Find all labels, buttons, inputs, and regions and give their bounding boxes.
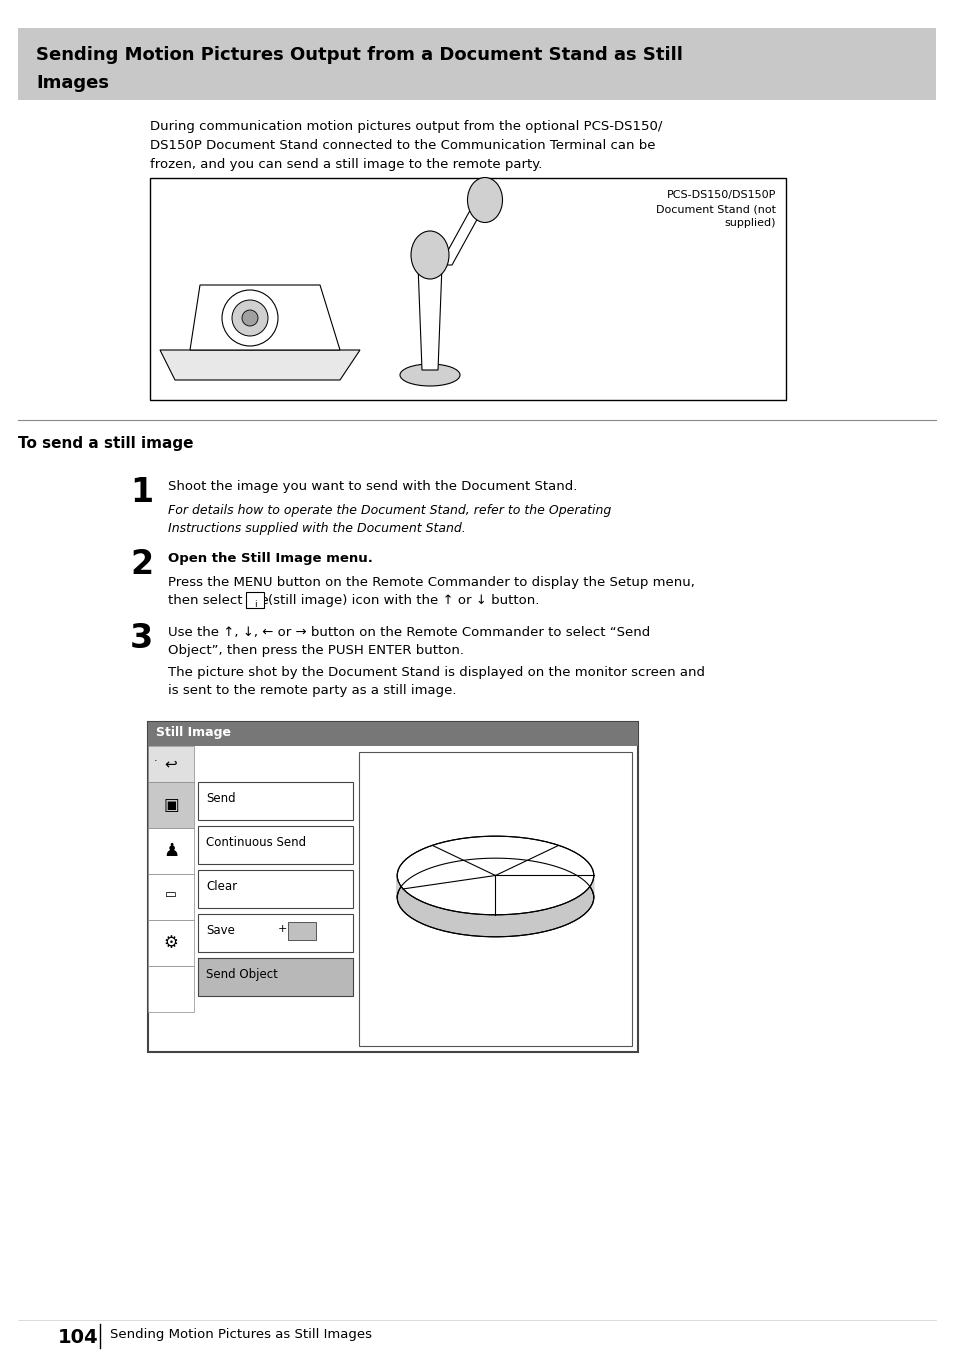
Text: PCS-DS150/DS150P
Document Stand (not
supplied): PCS-DS150/DS150P Document Stand (not sup… bbox=[656, 191, 775, 228]
Circle shape bbox=[242, 310, 257, 326]
Text: Still Image: Still Image bbox=[156, 726, 231, 740]
Text: ⚙: ⚙ bbox=[163, 934, 178, 952]
Ellipse shape bbox=[396, 836, 593, 915]
Text: DS150P Document Stand connected to the Communication Terminal can be: DS150P Document Stand connected to the C… bbox=[150, 139, 655, 151]
Text: ▭: ▭ bbox=[165, 888, 176, 900]
Bar bbox=[288, 922, 315, 940]
Text: Use the ↑, ↓, ← or → button on the Remote Commander to select “Send: Use the ↑, ↓, ← or → button on the Remot… bbox=[168, 626, 650, 639]
Bar bbox=[246, 592, 264, 608]
Text: Clear: Clear bbox=[206, 880, 237, 894]
Bar bbox=[148, 965, 193, 1013]
Bar bbox=[148, 827, 193, 873]
Bar bbox=[18, 28, 935, 100]
Bar bbox=[358, 752, 631, 1046]
Circle shape bbox=[232, 300, 268, 337]
Ellipse shape bbox=[399, 364, 459, 387]
Bar bbox=[148, 722, 638, 746]
Text: Save: Save bbox=[206, 923, 234, 937]
Text: During communication motion pictures output from the optional PCS-DS150/: During communication motion pictures out… bbox=[150, 120, 661, 132]
Ellipse shape bbox=[396, 859, 593, 937]
Text: ·: · bbox=[154, 756, 157, 767]
Text: ▣: ▣ bbox=[163, 796, 178, 814]
Bar bbox=[198, 869, 353, 909]
Text: ♟: ♟ bbox=[163, 842, 179, 860]
Bar bbox=[148, 873, 193, 919]
Bar bbox=[198, 914, 353, 952]
Polygon shape bbox=[417, 265, 441, 370]
Text: Send: Send bbox=[206, 792, 235, 804]
Polygon shape bbox=[396, 836, 593, 898]
Text: Object”, then press the PUSH ENTER button.: Object”, then press the PUSH ENTER butto… bbox=[168, 644, 463, 657]
Polygon shape bbox=[160, 350, 359, 380]
Polygon shape bbox=[190, 285, 339, 350]
Text: Shoot the image you want to send with the Document Stand.: Shoot the image you want to send with th… bbox=[168, 480, 577, 493]
Text: Images: Images bbox=[36, 74, 109, 92]
Text: Sending Motion Pictures as Still Images: Sending Motion Pictures as Still Images bbox=[110, 1328, 372, 1341]
Circle shape bbox=[222, 289, 277, 346]
Text: then select the: then select the bbox=[168, 594, 269, 607]
Text: 1: 1 bbox=[130, 476, 153, 508]
Text: The picture shot by the Document Stand is displayed on the monitor screen and: The picture shot by the Document Stand i… bbox=[168, 667, 704, 679]
Text: ↩: ↩ bbox=[165, 756, 177, 771]
Text: is sent to the remote party as a still image.: is sent to the remote party as a still i… bbox=[168, 684, 456, 698]
Bar bbox=[148, 919, 193, 965]
Text: To send a still image: To send a still image bbox=[18, 435, 193, 452]
Text: (still image) icon with the ↑ or ↓ button.: (still image) icon with the ↑ or ↓ butto… bbox=[268, 594, 538, 607]
Text: Sending Motion Pictures Output from a Document Stand as Still: Sending Motion Pictures Output from a Do… bbox=[36, 46, 682, 64]
Bar bbox=[198, 826, 353, 864]
Text: 104: 104 bbox=[57, 1328, 98, 1347]
Text: 2: 2 bbox=[130, 548, 153, 581]
Ellipse shape bbox=[411, 231, 449, 279]
Bar bbox=[198, 959, 353, 996]
Text: Instructions supplied with the Document Stand.: Instructions supplied with the Document … bbox=[168, 522, 465, 535]
Bar bbox=[148, 722, 638, 1052]
Bar bbox=[148, 781, 193, 827]
Text: +: + bbox=[277, 923, 287, 934]
Text: frozen, and you can send a still image to the remote party.: frozen, and you can send a still image t… bbox=[150, 158, 542, 170]
Text: Continuous Send: Continuous Send bbox=[206, 836, 306, 849]
Text: i: i bbox=[253, 600, 256, 608]
Text: Press the MENU button on the Remote Commander to display the Setup menu,: Press the MENU button on the Remote Comm… bbox=[168, 576, 694, 589]
Bar bbox=[148, 746, 193, 781]
Text: 3: 3 bbox=[130, 622, 153, 654]
Ellipse shape bbox=[467, 177, 502, 223]
Polygon shape bbox=[439, 206, 484, 265]
Text: For details how to operate the Document Stand, refer to the Operating: For details how to operate the Document … bbox=[168, 504, 611, 516]
Text: Open the Still Image menu.: Open the Still Image menu. bbox=[168, 552, 373, 565]
Bar bbox=[198, 781, 353, 821]
Bar bbox=[150, 178, 785, 400]
Text: Send Object: Send Object bbox=[206, 968, 277, 982]
